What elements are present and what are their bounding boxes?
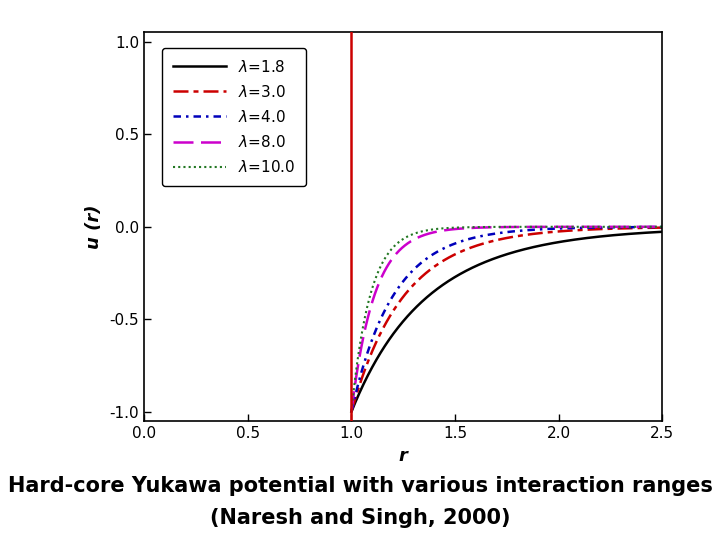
$\lambda$=1.8 [615, 232, 624, 238]
Line: $\lambda$=8.0: $\lambda$=8.0 [351, 227, 662, 411]
$\lambda$=8.0 [528, 224, 536, 230]
$\lambda$=4.0 [366, 341, 375, 347]
Legend: $\lambda$=1.8, $\lambda$=3.0, $\lambda$=4.0, $\lambda$=8.0, $\lambda$=10.0: $\lambda$=1.8, $\lambda$=3.0, $\lambda$=… [162, 48, 307, 186]
$\lambda$=3.0 [583, 226, 592, 233]
$\lambda$=3.0 [347, 408, 356, 415]
$\lambda$=3.0 [366, 352, 375, 359]
$\lambda$=1.8 [536, 242, 544, 249]
$\lambda$=8.0 [347, 408, 356, 414]
$\lambda$=4.0 [536, 226, 544, 233]
$\lambda$=1.8 [658, 228, 667, 235]
$\lambda$=8.0 [615, 224, 624, 230]
$\lambda$=1.8 [366, 367, 375, 374]
X-axis label: r: r [399, 447, 408, 464]
$\lambda$=8.0 [545, 224, 554, 230]
$\lambda$=10.0 [583, 224, 592, 230]
Line: $\lambda$=3.0: $\lambda$=3.0 [351, 228, 662, 411]
$\lambda$=4.0 [615, 224, 624, 231]
$\lambda$=3.0 [658, 225, 667, 231]
$\lambda$=4.0 [528, 227, 536, 233]
$\lambda$=1.8 [583, 235, 592, 241]
$\lambda$=3.0 [545, 229, 554, 235]
$\lambda$=4.0 [583, 225, 592, 231]
$\lambda$=3.0 [615, 225, 624, 232]
Line: $\lambda$=4.0: $\lambda$=4.0 [351, 227, 662, 411]
Line: $\lambda$=10.0: $\lambda$=10.0 [351, 227, 662, 411]
$\lambda$=8.0 [583, 224, 592, 230]
Line: $\lambda$=1.8: $\lambda$=1.8 [351, 232, 662, 411]
$\lambda$=10.0 [366, 291, 375, 297]
$\lambda$=8.0 [366, 305, 375, 311]
$\lambda$=8.0 [536, 224, 544, 230]
$\lambda$=10.0 [536, 224, 544, 230]
Text: Hard-core Yukawa potential with various interaction ranges: Hard-core Yukawa potential with various … [8, 476, 712, 496]
$\lambda$=4.0 [658, 224, 667, 230]
Text: (Naresh and Singh, 2000): (Naresh and Singh, 2000) [210, 508, 510, 529]
$\lambda$=10.0 [545, 224, 554, 230]
$\lambda$=10.0 [658, 224, 667, 230]
$\lambda$=10.0 [347, 408, 356, 414]
$\lambda$=1.8 [528, 244, 536, 251]
$\lambda$=3.0 [536, 230, 544, 237]
$\lambda$=10.0 [528, 224, 536, 230]
$\lambda$=3.0 [528, 231, 536, 237]
$\lambda$=4.0 [347, 408, 356, 415]
$\lambda$=1.8 [347, 408, 356, 415]
$\lambda$=4.0 [545, 226, 554, 232]
$\lambda$=10.0 [615, 224, 624, 230]
Y-axis label: u (r): u (r) [84, 205, 102, 249]
$\lambda$=1.8 [545, 240, 554, 247]
$\lambda$=8.0 [658, 224, 667, 230]
